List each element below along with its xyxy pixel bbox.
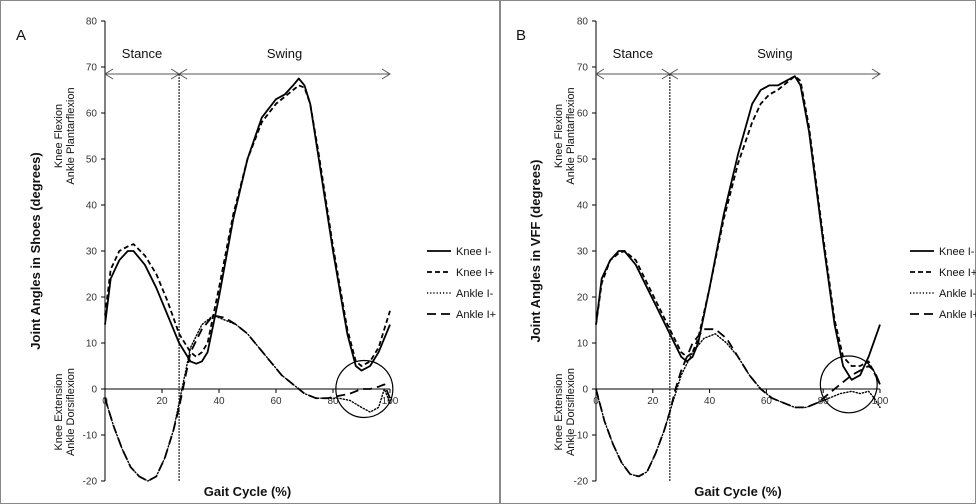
arrow-head-right bbox=[381, 68, 391, 80]
arrow-head-left bbox=[595, 68, 605, 80]
phase-label: Stance bbox=[122, 46, 162, 61]
y-tick-label: 0 bbox=[91, 385, 97, 396]
y-tick-label: 30 bbox=[577, 247, 589, 258]
highlight-circle bbox=[335, 359, 394, 419]
x-axis-title: Gait Cycle (%) bbox=[694, 484, 781, 499]
legend-entry: Knee I+ bbox=[456, 267, 494, 279]
arrow-head-left bbox=[104, 68, 114, 80]
legend-entry: Knee I- bbox=[939, 246, 975, 258]
y-tick-label: 70 bbox=[577, 63, 589, 74]
lower-side-label: Ankle Dorsiflexion bbox=[65, 368, 77, 456]
lower-side-label: Knee Extension bbox=[553, 373, 565, 450]
y-tick-label: 50 bbox=[86, 155, 98, 166]
x-tick-label: 20 bbox=[647, 396, 659, 407]
y-tick-label: -10 bbox=[574, 431, 589, 442]
y-tick-label: 30 bbox=[86, 247, 98, 258]
x-tick-label: 80 bbox=[818, 396, 830, 407]
upper-side-label: Ankle Plantarflexion bbox=[65, 87, 77, 184]
y-tick-label: 70 bbox=[86, 63, 98, 74]
x-tick-label: 40 bbox=[213, 396, 225, 407]
panel-letter: B bbox=[516, 27, 526, 44]
y-tick-label: 80 bbox=[86, 17, 98, 28]
highlight-circle bbox=[819, 355, 878, 414]
y-axis-title: Joint Angles in VFF (degrees) bbox=[528, 160, 543, 343]
upper-side-label: Ankle Plantarflexion bbox=[565, 87, 577, 184]
legend-entry: Knee I+ bbox=[939, 267, 976, 279]
x-tick-label: 40 bbox=[704, 396, 716, 407]
y-tick-label: 40 bbox=[577, 201, 589, 212]
phase-label: Swing bbox=[267, 46, 302, 61]
series-line bbox=[104, 314, 391, 482]
y-tick-label: 40 bbox=[86, 201, 98, 212]
x-tick-label: 20 bbox=[156, 396, 168, 407]
legend-entry: Ankle I+ bbox=[456, 309, 496, 321]
y-tick-label: -10 bbox=[83, 431, 98, 442]
y-tick-label: 20 bbox=[577, 293, 589, 304]
panel-b: B -20 -10 0 10 20 30 40 50 60 70 80 0 20 40 60 80 100 Gait… bbox=[500, 0, 976, 504]
series-line bbox=[104, 314, 391, 482]
series-line bbox=[595, 328, 881, 478]
y-tick-label: -20 bbox=[83, 477, 98, 488]
y-tick-label: 20 bbox=[86, 293, 98, 304]
panel-letter: A bbox=[16, 27, 26, 44]
legend-entry: Ankle I+ bbox=[939, 309, 976, 321]
y-tick-label: 10 bbox=[577, 339, 589, 350]
arrow-head-right bbox=[871, 68, 881, 80]
legend-entry: Ankle I- bbox=[456, 288, 494, 300]
y-tick-label: 50 bbox=[577, 155, 589, 166]
series-line bbox=[104, 84, 391, 367]
legend-entry: Ankle I- bbox=[939, 288, 976, 300]
y-axis-title: Joint Angles in Shoes (degrees) bbox=[28, 152, 43, 349]
x-tick-label: 0 bbox=[593, 396, 599, 407]
y-tick-label: 80 bbox=[577, 17, 589, 28]
lower-side-label: Knee Extension bbox=[53, 373, 65, 450]
phase-label: Stance bbox=[613, 46, 653, 61]
x-tick-label: 60 bbox=[761, 396, 773, 407]
y-tick-label: 60 bbox=[86, 109, 98, 120]
x-axis-title: Gait Cycle (%) bbox=[204, 484, 291, 499]
upper-side-label: Knee Flexion bbox=[553, 104, 565, 168]
y-tick-label: 60 bbox=[577, 109, 589, 120]
series-line bbox=[595, 333, 881, 478]
x-tick-label: 80 bbox=[327, 396, 339, 407]
x-tick-label: 60 bbox=[270, 396, 282, 407]
x-tick-label: 100 bbox=[872, 396, 889, 407]
y-tick-label: 0 bbox=[582, 385, 588, 396]
y-tick-label: 10 bbox=[86, 339, 98, 350]
legend-entry: Knee I- bbox=[456, 246, 492, 258]
series-line bbox=[595, 75, 881, 381]
series-line bbox=[595, 75, 881, 385]
upper-side-label: Knee Flexion bbox=[53, 104, 65, 168]
y-tick-label: -20 bbox=[574, 477, 589, 488]
lower-side-label: Ankle Dorsiflexion bbox=[565, 368, 577, 456]
phase-label: Swing bbox=[757, 46, 792, 61]
